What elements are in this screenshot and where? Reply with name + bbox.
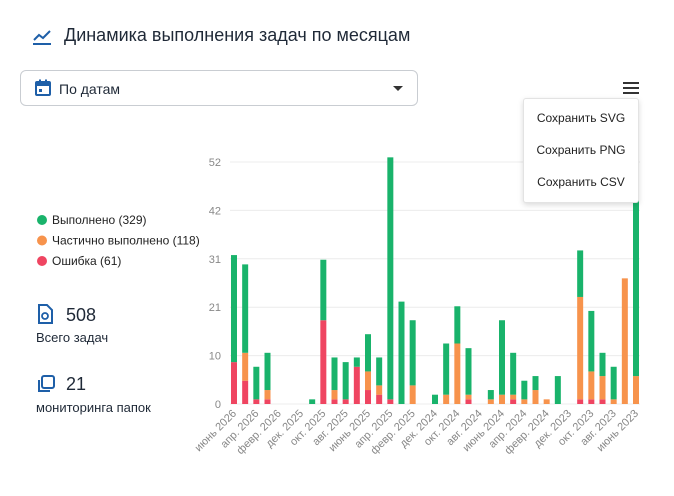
stat-value: 508 xyxy=(66,305,97,325)
bar-segment xyxy=(342,362,349,400)
bar-segment xyxy=(510,394,517,400)
bar-segment xyxy=(320,320,327,404)
bar-segment xyxy=(398,301,405,404)
bar-segment xyxy=(454,306,461,344)
bar-segment xyxy=(432,394,438,404)
bar-segment xyxy=(387,157,394,400)
bar-segment xyxy=(532,376,539,391)
bar-segment xyxy=(231,255,237,363)
bar-segment xyxy=(387,399,394,404)
bar-segment xyxy=(264,352,271,391)
bar-segment xyxy=(599,399,606,404)
legend-label: Выполнено (329) xyxy=(52,213,147,227)
stat-value: 21 xyxy=(66,374,87,394)
legend-label: Частично выполнено (118) xyxy=(52,234,200,248)
bar-segment xyxy=(353,357,360,367)
bar-segment xyxy=(633,376,639,404)
bar-segment xyxy=(521,399,528,404)
bar-segment xyxy=(510,352,517,395)
bar-segment xyxy=(264,399,271,404)
menu-item[interactable]: Сохранить CSV xyxy=(537,175,625,189)
y-tick-label: 10 xyxy=(209,351,221,363)
bar-segment xyxy=(365,390,371,404)
bar-segment xyxy=(264,390,271,400)
select-label: По датам xyxy=(59,81,121,97)
bar-segment xyxy=(454,343,461,404)
legend-label: Ошибка (61) xyxy=(52,254,121,268)
date-select[interactable]: По датам xyxy=(20,70,418,106)
bar-segment xyxy=(242,380,249,404)
bar-segment xyxy=(353,366,360,404)
bar-segment xyxy=(487,390,494,400)
y-tick-label: 31 xyxy=(209,254,221,266)
y-tick-label: 21 xyxy=(209,302,221,314)
bar-segment xyxy=(599,376,606,400)
menu-item[interactable]: Сохранить PNG xyxy=(536,143,626,157)
chart-icon xyxy=(33,30,51,45)
bar-segment xyxy=(510,399,517,404)
bar-segment xyxy=(532,390,539,404)
bar-segment xyxy=(320,259,327,321)
bar-segment xyxy=(621,278,628,404)
bar-segment xyxy=(253,366,260,400)
bar-segment xyxy=(365,334,371,372)
legend-marker xyxy=(37,256,47,266)
bar-segment xyxy=(331,357,338,391)
bar-segment xyxy=(365,371,371,391)
bar-segment xyxy=(521,380,528,400)
caret-icon xyxy=(393,86,403,91)
bar-segment xyxy=(577,399,584,404)
bar-segment xyxy=(443,343,450,395)
calendar-icon xyxy=(35,79,51,96)
stat-caption: мониторинга папок xyxy=(36,400,151,415)
bar-segment xyxy=(242,352,249,381)
bar-segment xyxy=(342,399,349,404)
bar-segment xyxy=(331,399,338,404)
bar-segment xyxy=(409,320,416,386)
legend-marker xyxy=(37,235,47,246)
menu-item[interactable]: Сохранить SVG xyxy=(536,111,626,125)
bar-segment xyxy=(331,390,338,400)
bar-segment xyxy=(309,399,316,404)
bar-segment xyxy=(487,399,494,404)
folders-icon xyxy=(38,375,55,392)
menu-button[interactable] xyxy=(622,81,640,95)
bar-segment xyxy=(465,394,472,400)
bar-segment xyxy=(577,296,584,400)
page-title: Динамика выполнения задач по месяцам xyxy=(64,25,411,45)
bar-segment xyxy=(599,352,606,377)
export-menu: Сохранить SVG Сохранить PNG Сохранить CSV xyxy=(523,98,639,203)
bar-segment xyxy=(610,366,617,400)
bar-segment xyxy=(409,385,416,404)
tasks-icon xyxy=(38,304,53,324)
stat-caption: Всего задач xyxy=(36,330,109,345)
bar-segment xyxy=(577,250,584,297)
bar-segment xyxy=(253,399,260,404)
bar-segment xyxy=(465,399,472,404)
bar-segment xyxy=(376,385,383,395)
bar-segment xyxy=(376,394,383,404)
y-tick-label: 52 xyxy=(209,157,221,169)
bar-segment xyxy=(376,357,383,386)
bar-segment xyxy=(588,399,595,404)
bar-segment xyxy=(633,199,639,377)
bar-segment xyxy=(499,320,505,395)
legend-marker xyxy=(37,215,47,225)
bar-segment xyxy=(231,362,237,404)
bar-segment xyxy=(242,264,249,353)
bar-segment xyxy=(554,376,561,404)
bar-segment xyxy=(465,348,472,395)
bar-segment xyxy=(443,394,450,404)
bar-segment xyxy=(610,399,617,404)
y-tick-label: 0 xyxy=(215,399,221,411)
bar-segment xyxy=(588,310,595,372)
bar-segment xyxy=(543,399,550,404)
bar-segment xyxy=(588,371,595,400)
y-tick-label: 42 xyxy=(209,205,221,217)
bar-segment xyxy=(499,394,505,404)
